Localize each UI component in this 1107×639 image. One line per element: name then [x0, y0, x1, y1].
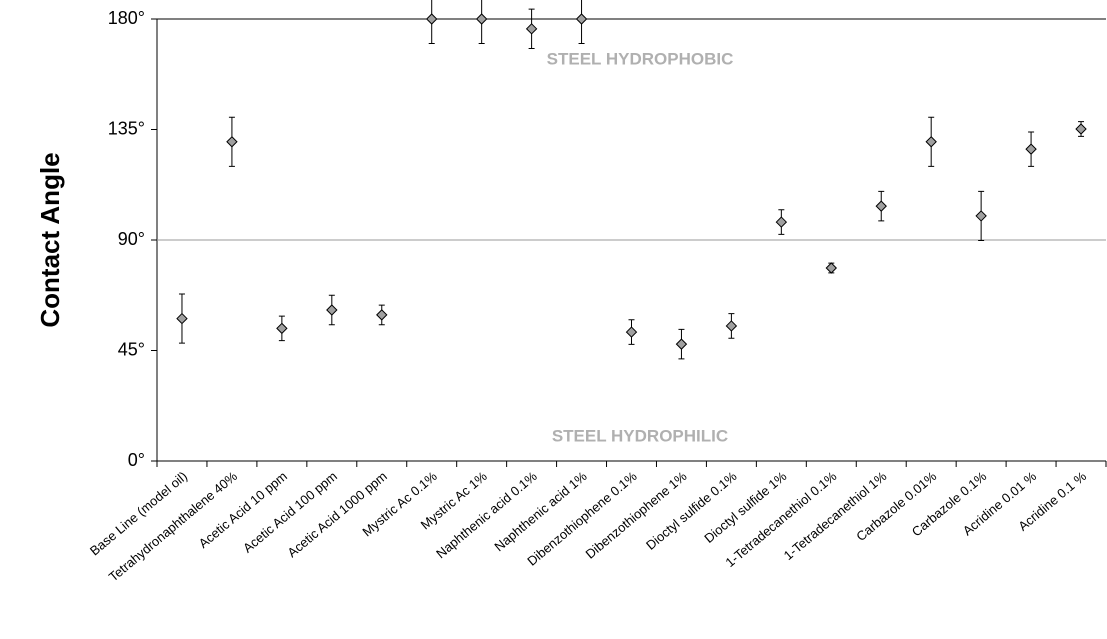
marker — [875, 200, 887, 212]
y-axis-label: Contact Angle — [35, 152, 65, 327]
marker — [176, 312, 188, 325]
marker — [725, 320, 738, 332]
marker — [675, 338, 688, 350]
marker — [276, 322, 288, 335]
x-tick-label: Naphthenic acid 1% — [491, 468, 590, 554]
y-tick-label: 135° — [108, 118, 145, 138]
marker — [975, 210, 987, 222]
marker — [376, 309, 388, 321]
x-tick-label: Acetic Acid 100 ppm — [240, 468, 340, 555]
marker — [226, 136, 238, 148]
marker — [625, 326, 638, 338]
x-tick-label: Acetic Acid 10 ppm — [196, 468, 290, 551]
x-tick-label: Dioctyl sulfide 1% — [701, 468, 790, 546]
y-tick-label: 0° — [128, 450, 145, 470]
annotation: STEEL HYDROPHOBIC — [547, 49, 734, 68]
marker — [1025, 143, 1037, 155]
marker — [1075, 123, 1087, 135]
marker — [925, 136, 937, 148]
marker — [426, 13, 438, 25]
y-tick-label: 180° — [108, 8, 145, 28]
marker — [825, 262, 837, 274]
y-tick-label: 90° — [118, 229, 145, 249]
x-tick-label: Dioctyl sulfide 0.1% — [643, 468, 740, 553]
marker — [525, 23, 538, 35]
y-tick-label: 45° — [118, 339, 145, 359]
marker — [475, 13, 488, 25]
marker — [575, 13, 588, 25]
marker — [326, 304, 338, 316]
annotation: STEEL HYDROPHILIC — [552, 426, 728, 445]
marker — [775, 216, 788, 228]
